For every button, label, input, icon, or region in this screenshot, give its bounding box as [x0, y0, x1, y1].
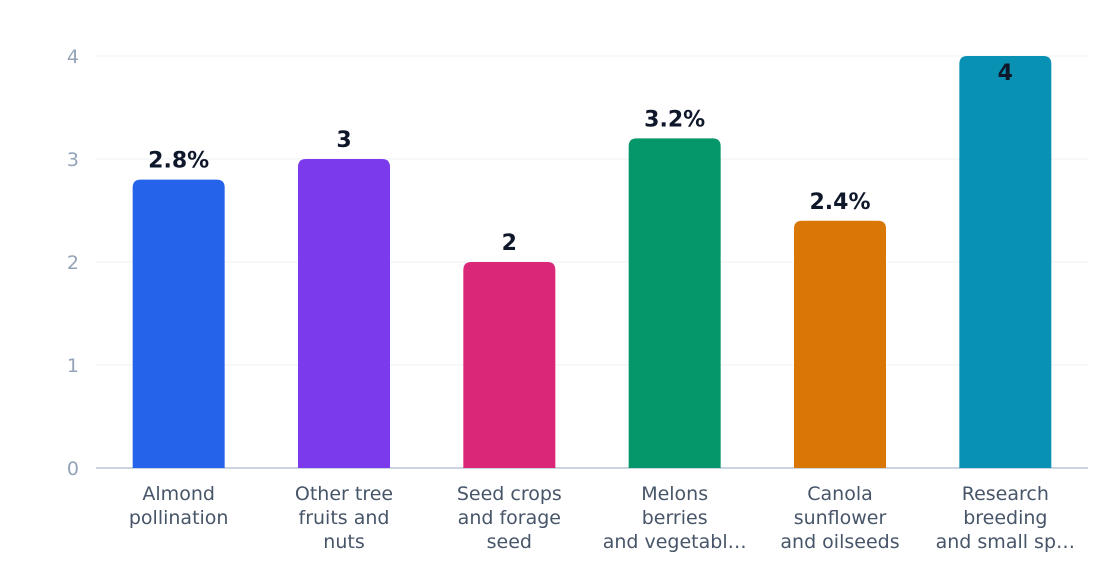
x-tick-label-line: and oilseeds — [780, 531, 899, 553]
x-tick-label-line: Almond — [142, 483, 215, 505]
x-tick-label-line: Seed crops — [457, 483, 562, 505]
data-label: 2.8% — [148, 149, 209, 174]
x-tick-label: Canola sunflower and oilseeds — [780, 483, 899, 553]
x-tick-label-line: berries — [642, 507, 708, 529]
y-tick-label: 1 — [67, 355, 79, 377]
x-tick-label-line: Other tree — [295, 483, 393, 505]
bar — [463, 262, 556, 468]
x-tick-label-line: Research — [962, 483, 1049, 505]
bar — [628, 138, 721, 468]
x-tick-label-line: and small sp… — [936, 531, 1075, 553]
x-tick-label-line: sunflower — [794, 507, 887, 529]
x-tick-label-line: breeding — [963, 507, 1047, 529]
y-tick-label: 4 — [67, 46, 79, 68]
x-tick-label-line: seed — [487, 531, 532, 553]
bar — [794, 220, 886, 468]
x-tick-label-line: pollination — [129, 507, 229, 529]
data-label: 2 — [502, 231, 517, 256]
data-label: 3 — [336, 128, 351, 153]
data-label: 4 — [998, 61, 1013, 86]
x-tick-label: Seed crops and forage seed — [457, 483, 562, 553]
data-label: 2.4% — [809, 190, 870, 215]
x-tick-label-line: Canola — [807, 483, 873, 505]
bar — [298, 159, 390, 468]
x-tick-label-line: and forage — [458, 507, 561, 529]
bar — [132, 179, 225, 468]
y-tick-label: 2 — [67, 252, 79, 274]
x-tick-label: Melons berries and vegetabl… — [603, 483, 747, 553]
x-tick-label: Other tree fruits and nuts — [295, 483, 393, 553]
y-tick-label: 3 — [67, 149, 79, 171]
x-tick-label-line: Melons — [641, 483, 708, 505]
x-tick-label: Almond pollination — [129, 483, 229, 529]
x-tick-label-line: and vegetabl… — [603, 531, 747, 553]
y-tick-label: 0 — [67, 458, 79, 480]
x-tick-label-line: fruits and — [299, 507, 390, 529]
x-tick-label-line: nuts — [323, 531, 364, 553]
data-label: 3.2% — [644, 107, 705, 132]
x-tick-label: Research breeding and small sp… — [936, 483, 1075, 553]
bar — [959, 56, 1052, 468]
